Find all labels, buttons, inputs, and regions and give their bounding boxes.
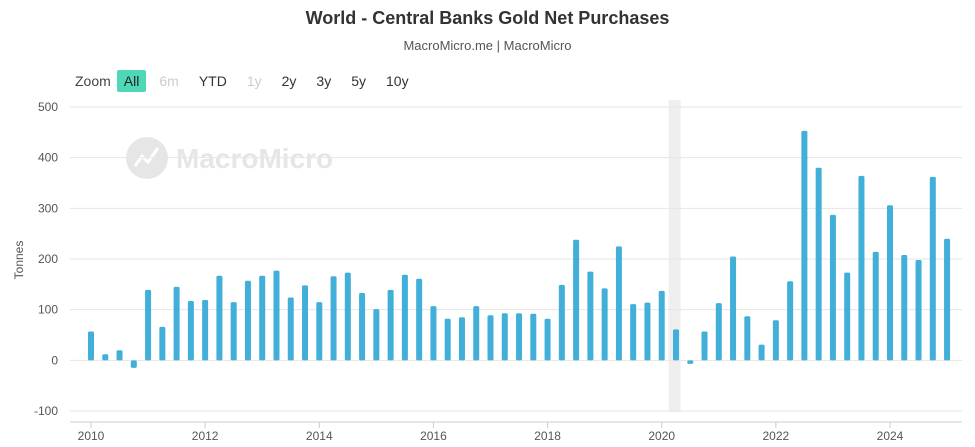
bar[interactable] [630, 304, 637, 361]
bar[interactable] [530, 313, 537, 361]
bar[interactable] [715, 303, 722, 361]
bar[interactable] [944, 238, 951, 361]
bar[interactable] [758, 344, 765, 361]
bar[interactable] [173, 286, 180, 361]
bar[interactable] [658, 290, 665, 361]
zoom-button-2y[interactable]: 2y [281, 73, 297, 89]
bar[interactable] [772, 320, 779, 361]
bar[interactable] [815, 167, 822, 361]
bar[interactable] [672, 329, 679, 361]
bar[interactable] [430, 306, 437, 361]
bar[interactable] [287, 297, 294, 361]
chart-subtitle: MacroMicro.me | MacroMicro [403, 38, 572, 53]
y-tick-label: 200 [38, 252, 58, 266]
zoom-button-ytd[interactable]: YTD [198, 73, 227, 89]
bar[interactable] [216, 275, 223, 361]
bar[interactable] [501, 313, 508, 361]
bar[interactable] [244, 280, 251, 361]
bar[interactable] [444, 318, 451, 361]
bar[interactable] [573, 239, 580, 361]
x-tick-label: 2016 [420, 429, 447, 443]
bar[interactable] [344, 272, 351, 361]
zoom-button-all[interactable]: All [116, 70, 147, 92]
y-tick-label: -100 [34, 404, 58, 418]
bar[interactable] [401, 274, 408, 361]
bar[interactable] [615, 246, 622, 361]
y-axis-label: Tonnes [12, 241, 26, 280]
bar[interactable] [259, 275, 266, 361]
x-tick-label: 2012 [192, 429, 219, 443]
bar[interactable] [145, 289, 152, 361]
x-tick-label: 2024 [877, 429, 904, 443]
bar[interactable] [88, 331, 94, 361]
x-tick-label: 2022 [763, 429, 790, 443]
bar[interactable] [102, 354, 109, 361]
y-tick-label: 500 [38, 100, 58, 114]
bar[interactable] [915, 260, 922, 361]
bar[interactable] [187, 301, 194, 361]
bar[interactable] [302, 285, 309, 361]
bar[interactable] [316, 302, 323, 361]
bar[interactable] [387, 289, 394, 361]
chart-title: World - Central Banks Gold Net Purchases [305, 8, 670, 28]
bar[interactable] [858, 175, 865, 361]
bar[interactable] [872, 251, 879, 361]
bar[interactable] [687, 360, 694, 364]
bar[interactable] [929, 176, 936, 361]
bar[interactable] [644, 302, 651, 361]
x-tick-label: 2014 [306, 429, 333, 443]
bar[interactable] [116, 350, 123, 361]
x-tick-label: 2010 [78, 429, 105, 443]
watermark-logo-line [133, 147, 160, 167]
bar[interactable] [202, 300, 209, 361]
bar[interactable] [230, 302, 237, 361]
bar[interactable] [829, 214, 836, 361]
bar[interactable] [373, 309, 380, 361]
x-tick-label: 2018 [534, 429, 561, 443]
bar[interactable] [458, 317, 465, 361]
bar[interactable] [473, 306, 480, 361]
bar[interactable] [701, 331, 708, 361]
zoom-button-3y[interactable]: 3y [316, 73, 332, 89]
zoom-button-10y[interactable]: 10y [386, 73, 409, 89]
bar[interactable] [558, 284, 565, 361]
y-tick-label: 100 [38, 303, 58, 317]
bar[interactable] [416, 278, 423, 361]
bar[interactable] [587, 271, 594, 361]
bar[interactable] [516, 313, 523, 361]
bar[interactable] [330, 276, 337, 361]
zoom-label: Zoom [75, 73, 111, 89]
zoom-button-5y[interactable]: 5y [351, 73, 366, 89]
bar[interactable] [601, 288, 608, 361]
zoom-button-6m[interactable]: 6m [159, 73, 179, 89]
bar[interactable] [887, 205, 893, 361]
bar[interactable] [730, 256, 737, 361]
bar[interactable] [273, 270, 280, 361]
bar[interactable] [844, 272, 851, 361]
zoom-selector: Zoom All 6m YTD 1y 2y 3y 5y 10y [75, 70, 422, 92]
y-tick-label: 300 [38, 201, 58, 215]
bar[interactable] [487, 315, 494, 361]
y-tick-label: 0 [51, 353, 58, 367]
shaded-period [668, 100, 681, 412]
bar[interactable] [787, 281, 794, 361]
bar[interactable] [744, 316, 751, 361]
zoom-button-1y[interactable]: 1y [246, 73, 262, 89]
bar[interactable] [901, 254, 908, 361]
bar[interactable] [130, 360, 137, 368]
bar[interactable] [159, 326, 166, 361]
bar[interactable] [544, 318, 551, 361]
y-tick-label: 400 [38, 151, 58, 165]
bar[interactable] [801, 130, 808, 361]
watermark-text: MacroMicro [176, 143, 333, 174]
x-tick-label: 2020 [648, 429, 675, 443]
bar[interactable] [359, 292, 366, 361]
